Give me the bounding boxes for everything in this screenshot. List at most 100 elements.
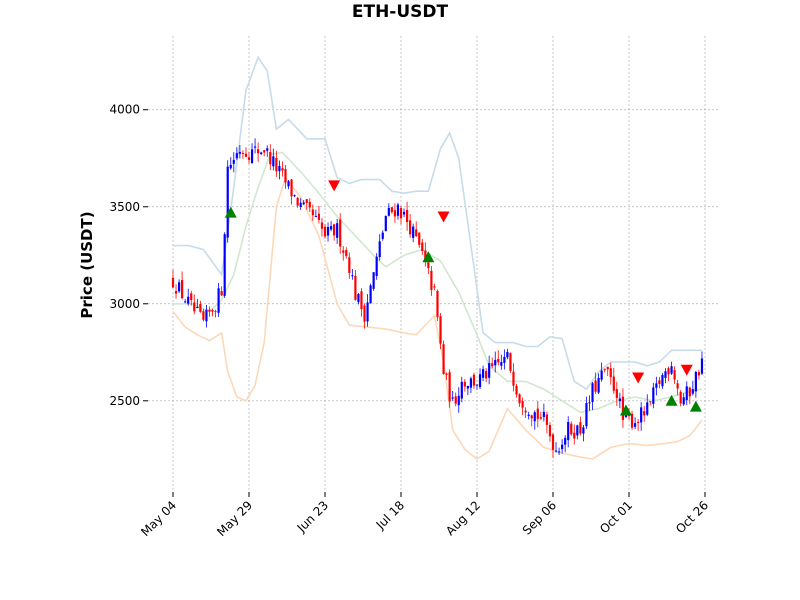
candle-body	[518, 394, 521, 404]
candle	[238, 145, 241, 159]
candle-body	[329, 226, 333, 230]
candle	[673, 366, 676, 384]
candle	[518, 393, 521, 407]
candle-body	[652, 387, 655, 404]
candle-body	[530, 415, 533, 419]
candle	[561, 439, 564, 454]
candle	[679, 390, 682, 407]
candle	[387, 203, 390, 217]
candle	[317, 206, 321, 224]
candle-body	[317, 213, 321, 220]
candle	[481, 365, 485, 382]
candle	[460, 376, 463, 403]
candle-body	[214, 311, 217, 313]
candle	[509, 352, 512, 374]
candle-body	[442, 344, 445, 375]
candle-body	[439, 316, 442, 344]
candle-body	[679, 391, 682, 404]
candle-body	[582, 427, 585, 434]
candle-body	[646, 402, 649, 415]
candle-body	[448, 372, 451, 402]
candle	[551, 432, 555, 458]
candle-body	[597, 378, 600, 393]
candle-body	[342, 250, 345, 253]
candle	[202, 309, 205, 322]
candle	[606, 366, 609, 376]
candle-body	[375, 256, 378, 276]
candle-body	[497, 358, 500, 363]
candle-body	[421, 242, 424, 252]
candle-body	[305, 199, 308, 203]
candle	[199, 300, 202, 313]
candle-body	[640, 407, 643, 423]
candle	[366, 294, 369, 327]
candle-body	[366, 302, 369, 322]
x-tick-label: Aug 12	[443, 498, 483, 538]
candlestick-series	[171, 138, 704, 458]
candle	[348, 252, 351, 279]
candle	[463, 379, 466, 392]
candle-body	[609, 368, 612, 378]
candle	[311, 204, 314, 221]
candle	[244, 147, 248, 158]
candle-body	[378, 241, 381, 258]
candle-body	[557, 451, 561, 453]
x-tick-label: Jul 18	[373, 498, 407, 532]
candle-body	[250, 149, 254, 164]
candle	[336, 218, 339, 244]
candle-body	[445, 373, 448, 375]
candle	[603, 368, 606, 373]
candle	[305, 198, 308, 210]
candle	[521, 397, 524, 415]
candle-body	[244, 153, 248, 157]
candle	[415, 221, 418, 238]
candle	[378, 234, 381, 261]
candle-body	[263, 150, 266, 153]
candle	[573, 424, 576, 445]
candle	[369, 283, 372, 304]
candle	[466, 385, 469, 396]
candle-body	[396, 204, 400, 216]
candle-body	[615, 389, 618, 398]
candle-body	[384, 215, 387, 232]
candle	[615, 381, 618, 407]
candle	[661, 372, 664, 389]
candle-body	[539, 417, 542, 419]
candle	[640, 402, 643, 431]
candle	[530, 414, 533, 427]
candle-body	[469, 378, 473, 388]
candle	[664, 368, 667, 384]
candle-body	[363, 305, 366, 322]
candle-body	[472, 374, 476, 386]
candle	[633, 417, 637, 430]
candle-body	[199, 303, 202, 312]
candle	[485, 367, 488, 383]
candle	[448, 369, 451, 408]
candle	[646, 394, 649, 417]
candle-body	[205, 309, 208, 322]
upper-band-line	[173, 55, 702, 391]
candle-body	[387, 207, 390, 216]
candle-body	[260, 152, 263, 154]
candle	[621, 388, 625, 428]
candle	[512, 363, 515, 392]
candle-body	[238, 151, 241, 154]
candle-body	[223, 234, 226, 296]
candle-body	[345, 250, 348, 257]
candle-body	[697, 372, 701, 376]
candle-body	[257, 149, 260, 154]
candle	[451, 391, 454, 401]
candle-body	[275, 157, 278, 172]
candle-body	[293, 195, 296, 197]
buy-signal-marker	[665, 394, 678, 406]
candle-body	[478, 374, 482, 388]
candle-body	[436, 290, 439, 318]
candle	[360, 288, 363, 317]
candle	[445, 372, 448, 380]
candle	[399, 206, 403, 225]
candle	[424, 242, 427, 267]
y-tick-label: 2500	[109, 394, 140, 408]
x-tick-label: Oct 26	[673, 498, 711, 536]
candle-body	[618, 398, 621, 402]
